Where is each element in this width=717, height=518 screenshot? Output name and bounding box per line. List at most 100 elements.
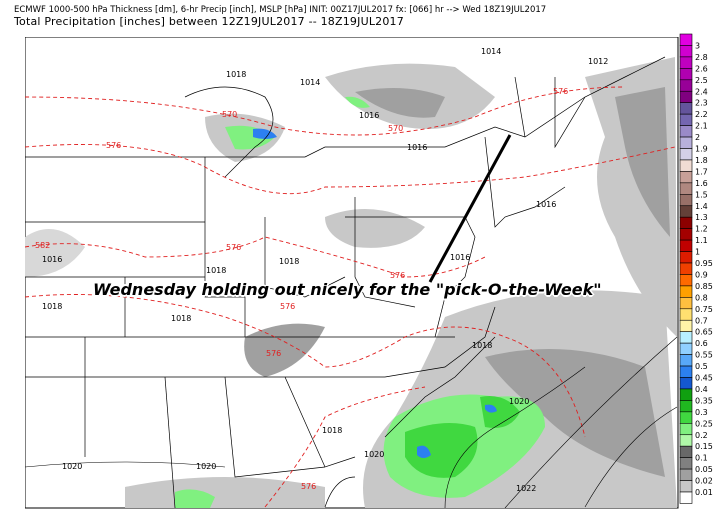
pressure-label: 1016	[359, 111, 379, 120]
colorbar-cell	[679, 102, 693, 115]
colorbar-cell	[679, 171, 693, 184]
colorbar-cell	[679, 205, 693, 218]
colorbar-label: 0.75	[695, 305, 713, 314]
colorbar-label: 2	[695, 133, 700, 142]
colorbar-cell	[679, 331, 693, 344]
pressure-label: 1014	[481, 47, 501, 56]
colorbar-label: 2.3	[695, 99, 708, 108]
colorbar-cell	[679, 297, 693, 310]
colorbar-label: 0.2	[695, 431, 708, 440]
colorbar-cell	[679, 468, 693, 481]
colorbar-cell	[679, 113, 693, 126]
pressure-label: 1018	[472, 341, 492, 350]
colorbar-cell	[679, 148, 693, 161]
map-header-title: ECMWF 1000-500 hPa Thickness [dm], 6-hr …	[14, 5, 547, 15]
colorbar-label: 1.2	[695, 225, 708, 234]
colorbar-label: 2.5	[695, 76, 708, 85]
thickness-label: 576	[390, 271, 405, 280]
colorbar-label: 0.95	[695, 259, 713, 268]
colorbar-cell	[679, 319, 693, 332]
colorbar-cell	[679, 365, 693, 378]
colorbar-label: 0.1	[695, 454, 708, 463]
pressure-labels: 1014 1012 1018 1014 1016 1016 1016 1016 …	[42, 47, 608, 493]
colorbar-label: 0.9	[695, 270, 708, 279]
colorbar-cell	[679, 262, 693, 275]
colorbar-cell	[679, 68, 693, 81]
colorbar-cell	[679, 491, 693, 504]
annotation-text: Wednesday holding out nicely for the "pi…	[93, 280, 602, 299]
colorbar-label: 0.01	[695, 488, 713, 497]
thickness-label: 570	[222, 110, 237, 119]
thickness-label: 576	[106, 141, 121, 150]
colorbar-cell	[679, 342, 693, 355]
thickness-label: 582	[35, 241, 50, 250]
colorbar-cell	[679, 411, 693, 424]
colorbar-cell	[679, 136, 693, 149]
colorbar-label: 1.7	[695, 167, 708, 176]
colorbar-label: 0.8	[695, 293, 708, 302]
colorbar-label: 0.45	[695, 374, 713, 383]
colorbar-cell	[679, 308, 693, 321]
colorbar-label: 0.6	[695, 339, 708, 348]
colorbar-label: 2.2	[695, 110, 708, 119]
pressure-label: 1016	[536, 200, 556, 209]
thickness-label: 576	[301, 482, 316, 491]
colorbar-cell	[679, 56, 693, 69]
colorbar-cell	[679, 457, 693, 470]
colorbar-label: 1	[695, 248, 700, 257]
colorbar-label: 1.5	[695, 190, 708, 199]
colorbar-cell	[679, 239, 693, 252]
colorbar-label: 0.35	[695, 396, 713, 405]
colorbar-label: 2.6	[695, 64, 708, 73]
colorbar-cell	[679, 159, 693, 172]
pressure-label: 1018	[42, 302, 62, 311]
colorbar-cell	[679, 445, 693, 458]
colorbar-cell	[679, 90, 693, 103]
pressure-label: 1022	[516, 484, 536, 493]
colorbar-cell	[679, 434, 693, 447]
pressure-label: 1018	[171, 314, 191, 323]
pressure-label: 1016	[407, 143, 427, 152]
colorbar-label: 0.5	[695, 362, 708, 371]
thickness-labels: 570 570 576 576 576 576 582 576 576 576	[35, 87, 568, 491]
colorbar-cell	[679, 400, 693, 413]
colorbar-label: 0.4	[695, 385, 708, 394]
colorbar-cell	[679, 45, 693, 58]
colorbar-cell	[679, 182, 693, 195]
colorbar-label: 0.02	[695, 477, 713, 486]
colorbar-cell	[679, 377, 693, 390]
colorbar-cell	[679, 274, 693, 287]
colorbar-label: 0.3	[695, 408, 708, 417]
colorbar-cell	[679, 422, 693, 436]
colorbar-label: 1.3	[695, 213, 708, 222]
colorbar-label: 0.65	[695, 328, 713, 337]
colorbar-label: 1.1	[695, 236, 708, 245]
colorbar-cell	[679, 480, 693, 493]
colorbar-cell	[679, 354, 693, 367]
pressure-label: 1018	[322, 426, 342, 435]
thickness-contours	[25, 86, 676, 508]
colorbar-cell	[679, 251, 693, 264]
colorbar-label: 0.55	[695, 351, 713, 360]
thickness-label: 576	[226, 243, 241, 252]
colorbar-label: 1.9	[695, 145, 708, 154]
colorbar-label: 0.05	[695, 465, 713, 474]
colorbar-label: 2.1	[695, 122, 708, 131]
colorbar-label: 2.8	[695, 53, 708, 62]
pressure-label: 1020	[196, 462, 216, 471]
colorbar-label: 2.4	[695, 87, 708, 96]
pressure-label: 1020	[62, 462, 82, 471]
precip-colorbar: 3 2.8 2.6 2.5 2.4 2.3 2.2 2.1 2 1.9 1.8 1.7 1.6 1.5 1.…	[679, 33, 713, 504]
pressure-label: 1020	[509, 397, 529, 406]
isobars	[25, 336, 678, 509]
colorbar-cell	[679, 194, 693, 207]
thickness-label: 576	[280, 302, 295, 311]
pressure-label: 1018	[226, 70, 246, 79]
colorbar-label: 0.85	[695, 282, 713, 291]
colorbar-cell	[679, 33, 693, 46]
colorbar-label: 0.15	[695, 442, 713, 451]
colorbar-label: 3	[695, 41, 700, 50]
pressure-label: 1020	[364, 450, 384, 459]
colorbar-label: 1.6	[695, 179, 708, 188]
